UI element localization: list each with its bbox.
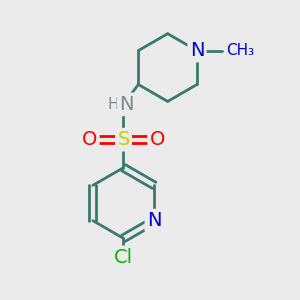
Text: CH₃: CH₃ bbox=[226, 43, 255, 58]
Text: N: N bbox=[190, 41, 204, 60]
Text: O: O bbox=[82, 130, 97, 149]
Text: N: N bbox=[147, 211, 161, 230]
Text: S: S bbox=[117, 130, 130, 149]
Text: N: N bbox=[119, 95, 134, 114]
Text: H: H bbox=[107, 97, 119, 112]
Text: Cl: Cl bbox=[114, 248, 133, 267]
Text: O: O bbox=[150, 130, 165, 149]
